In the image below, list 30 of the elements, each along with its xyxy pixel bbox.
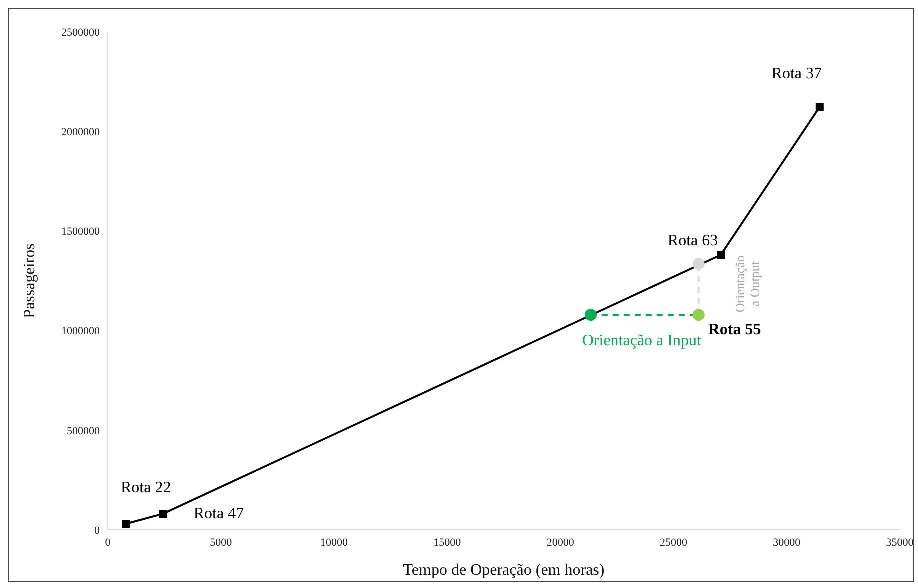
annotation: Rota 63 [668,232,718,250]
y-tick-label: 0 [94,524,100,537]
annotation: Rota 37 [772,66,822,83]
y-tick-label: 2000000 [62,126,100,139]
point [584,309,597,322]
annotation: Orientação a Output [732,256,762,313]
point [816,103,824,112]
y-tick-label: 1500000 [62,226,100,238]
x-tick-label: 25000 [660,536,688,549]
y-tick-label: 1000000 [62,326,100,338]
annotation: Rota 47 [194,506,244,523]
point [717,251,726,260]
x-tick-label: 30000 [773,536,802,549]
annotation: Orientação a Input [582,332,702,350]
annotation: Rota 55 [708,322,762,339]
point [158,510,167,518]
x-tick-label: 15000 [434,536,462,549]
point [692,309,705,322]
x-tick-label: 35000 [886,536,914,549]
y-tick-label: 500000 [67,425,100,438]
x-tick-label: 20000 [546,536,575,549]
x-tick-label: 10000 [320,536,349,549]
point [692,258,705,270]
annotation: Rota 22 [120,480,172,497]
y-axis-title: Passageiros [22,244,39,318]
x-tick-label: 5000 [210,536,233,549]
x-tick-label: 0 [105,536,112,549]
y-tick-label: 2500000 [62,26,100,39]
x-axis-title: Tempo de Operação (em horas) [403,562,605,579]
point [122,520,130,528]
